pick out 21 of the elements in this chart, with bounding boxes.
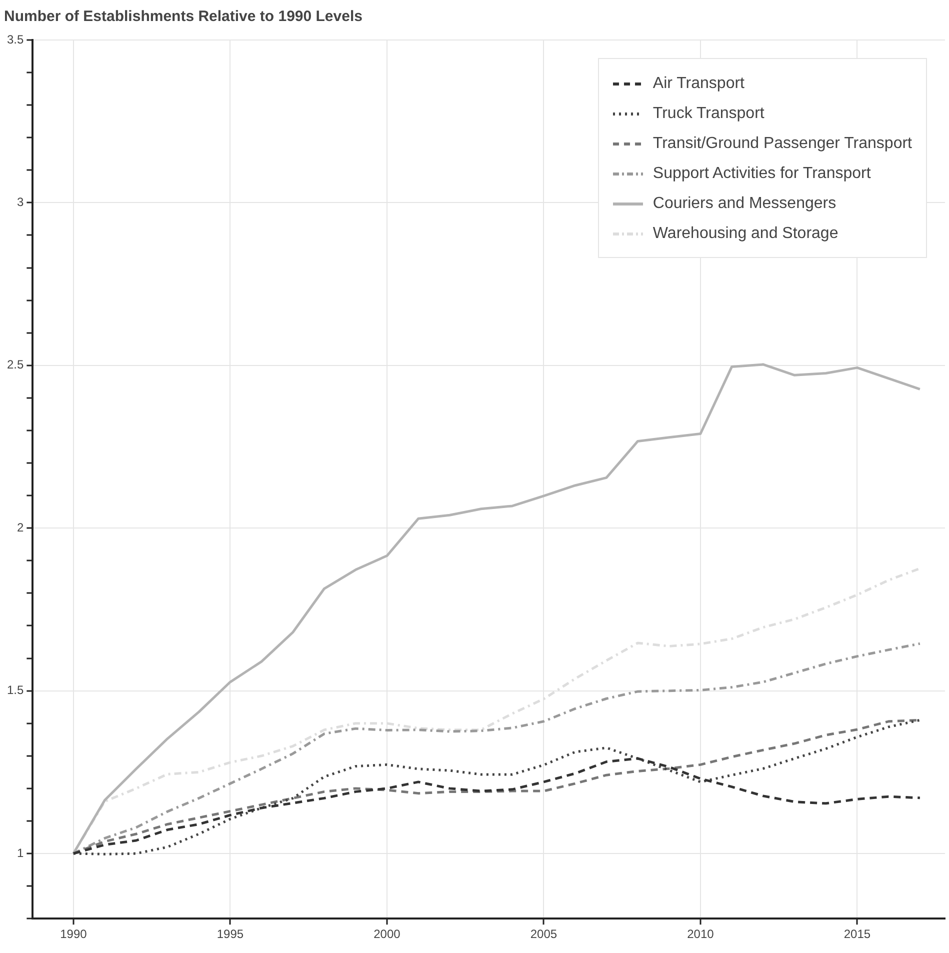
legend-label: Couriers and Messengers bbox=[652, 195, 836, 213]
y-tick-label: 3 bbox=[16, 195, 24, 210]
legend-label: Warehousing and Storage bbox=[652, 225, 838, 243]
y-tick-label: 1.5 bbox=[6, 683, 24, 698]
legend-label: Support Activities for Transport bbox=[652, 165, 871, 183]
legend-label: Truck Transport bbox=[652, 105, 764, 123]
x-tick-label: 2010 bbox=[687, 927, 714, 942]
chart-title: Number of Establishments Relative to 1990 Levels bbox=[4, 8, 362, 26]
x-tick-label: 2000 bbox=[374, 927, 401, 942]
legend-label: Air Transport bbox=[652, 75, 744, 93]
y-tick-label: 3.5 bbox=[6, 32, 24, 46]
legend-label: Transit/Ground Passenger Transport bbox=[652, 135, 912, 153]
line-series bbox=[72, 757, 922, 855]
line-series bbox=[72, 642, 922, 855]
x-tick-label: 2005 bbox=[530, 927, 558, 942]
x-tick-label: 1995 bbox=[216, 927, 244, 942]
y-tick-label: 2 bbox=[16, 520, 24, 534]
x-tick-label: 1990 bbox=[60, 927, 88, 942]
y-tick-label: 1 bbox=[16, 846, 24, 860]
x-tick-label: 2015 bbox=[844, 927, 871, 942]
y-tick-label: 2.5 bbox=[6, 358, 24, 372]
